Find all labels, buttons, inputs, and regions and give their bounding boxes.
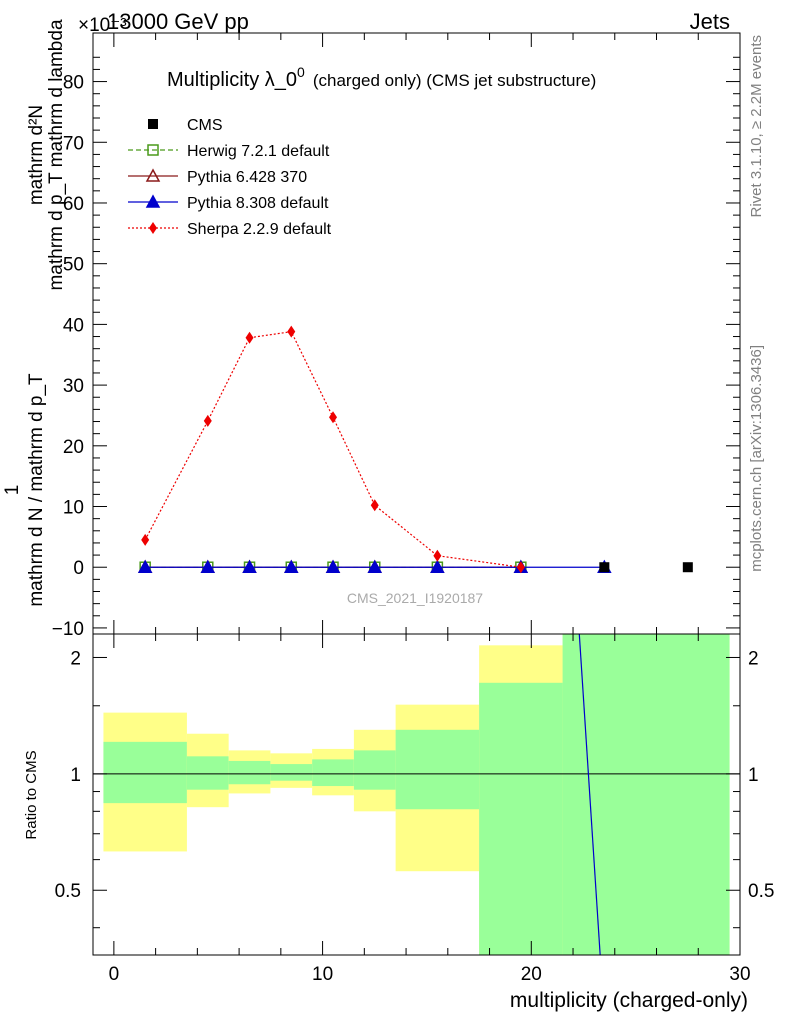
process-label: Jets	[690, 9, 730, 34]
y-tick-label: 40	[63, 315, 84, 336]
uncertainty-band-inner	[186, 756, 229, 790]
y-tick-label: −10	[52, 619, 84, 640]
data-point	[433, 549, 442, 562]
watermark: CMS_2021_I1920187	[347, 590, 483, 606]
data-point	[145, 194, 161, 208]
data-point	[325, 559, 341, 573]
x-axis-label: multiplicity (charged-only)	[510, 989, 748, 1012]
data-point	[200, 559, 216, 573]
data-point	[147, 144, 159, 156]
y-tick-label: 70	[63, 133, 84, 154]
data-point	[149, 222, 157, 234]
chart-title: Multiplicity λ_00 (charged only) (CMS jet…	[167, 64, 596, 91]
legend-entry: Pythia 6.428 370	[128, 168, 307, 186]
y-tick-label: 10	[63, 498, 84, 519]
legend-entry: Sherpa 2.2.9 default	[128, 221, 332, 238]
data-point	[284, 559, 299, 573]
y-label-numerator: mathrm d²N	[26, 105, 47, 205]
ratio-y-label: Ratio to CMS	[23, 750, 40, 839]
chart-title-rest: (charged only) (CMS jet substructure)	[313, 71, 596, 90]
x-tick-label: 10	[312, 964, 333, 985]
y-axis-label: mathrm d²N mathrm d p_T mathrm d lambda …	[2, 19, 67, 607]
y-tick-label: 0	[73, 558, 84, 579]
uncertainty-band-inner	[562, 634, 730, 955]
legend: CMS Herwig 7.2.1 default Pythia 6.428 370 P…	[128, 117, 332, 238]
uncertainty-band-inner	[270, 764, 313, 781]
data-point	[141, 533, 150, 546]
uncertainty-band-inner	[312, 759, 354, 787]
experiment-label: 13000 GeV pp	[107, 9, 249, 34]
data-point	[203, 414, 212, 427]
ratio-y-tick-label-right: 1	[748, 765, 759, 786]
ratio-y-tick-label-right: 0.5	[748, 881, 774, 902]
series-line	[144, 331, 521, 568]
data-point	[148, 119, 158, 129]
uncertainty-band-inner	[353, 750, 396, 790]
data-point	[245, 331, 254, 344]
legend-entry: Pythia 8.308 default	[128, 194, 329, 212]
data-point	[370, 499, 379, 512]
ratio-panel: 0.5 0.51 12 20 10 20 30 Ratio to CMS multiplic…	[23, 633, 774, 1012]
mcplots-label: mcplots.cern.ch [arXiv:1306.3436]	[748, 345, 765, 572]
data-point	[242, 559, 257, 573]
uncertainty-band-inner	[228, 760, 271, 785]
series-cms	[599, 562, 693, 573]
data-point	[329, 411, 338, 424]
uncertainty-band-inner	[103, 741, 187, 804]
uncertainty-band-inner	[395, 729, 480, 810]
rivet-label: Rivet 3.1.10, ≥ 2.2M events	[748, 35, 765, 218]
ratio-y-tick-label: 1	[70, 765, 81, 786]
y-tick-label: 50	[63, 255, 84, 276]
ratio-frame	[92, 633, 741, 956]
data-point	[145, 168, 161, 182]
y-label-one: 1	[2, 485, 23, 496]
legend-label: Sherpa 2.2.9 default	[187, 221, 332, 238]
uncertainty-band-inner	[479, 682, 563, 955]
legend-entry: Herwig 7.2.1 default	[128, 143, 330, 160]
ratio-curve	[578, 633, 601, 956]
y-label-denominator: mathrm d p_T mathrm d lambda	[46, 19, 67, 290]
data-point	[367, 559, 383, 573]
x-tick-label: 20	[521, 964, 542, 985]
data-point	[287, 325, 296, 338]
data-point	[137, 559, 153, 573]
legend-label: Pythia 8.308 default	[187, 195, 329, 212]
ratio-y-tick-label: 2	[70, 648, 81, 669]
legend-entry: CMS	[148, 117, 223, 134]
series-sherpa-2-2-9-default	[141, 325, 525, 574]
ratio-y-tick-label: 0.5	[55, 881, 81, 902]
legend-label: Pythia 6.428 370	[187, 169, 307, 186]
exponent-label: ×10⁻³	[78, 15, 127, 36]
x-tick-label: 0	[109, 964, 120, 985]
data-point	[682, 562, 693, 573]
y-tick-label: 20	[63, 437, 84, 458]
x-tick-label: 30	[729, 964, 750, 985]
y-tick-label: 80	[63, 73, 84, 94]
y-label-norm: mathrm d N / mathrm d p_T	[26, 373, 47, 607]
data-point	[430, 559, 445, 573]
legend-label: CMS	[187, 117, 223, 134]
chart-title-main: Multiplicity λ_0	[167, 69, 297, 91]
legend-label: Herwig 7.2.1 default	[187, 143, 330, 160]
y-tick-label: 60	[63, 194, 84, 215]
ratio-y-tick-label-right: 2	[748, 648, 759, 669]
data-point	[599, 562, 610, 573]
data-point	[516, 561, 525, 574]
y-tick-label: 30	[63, 376, 84, 397]
chart-title-sup: 0	[297, 64, 305, 80]
